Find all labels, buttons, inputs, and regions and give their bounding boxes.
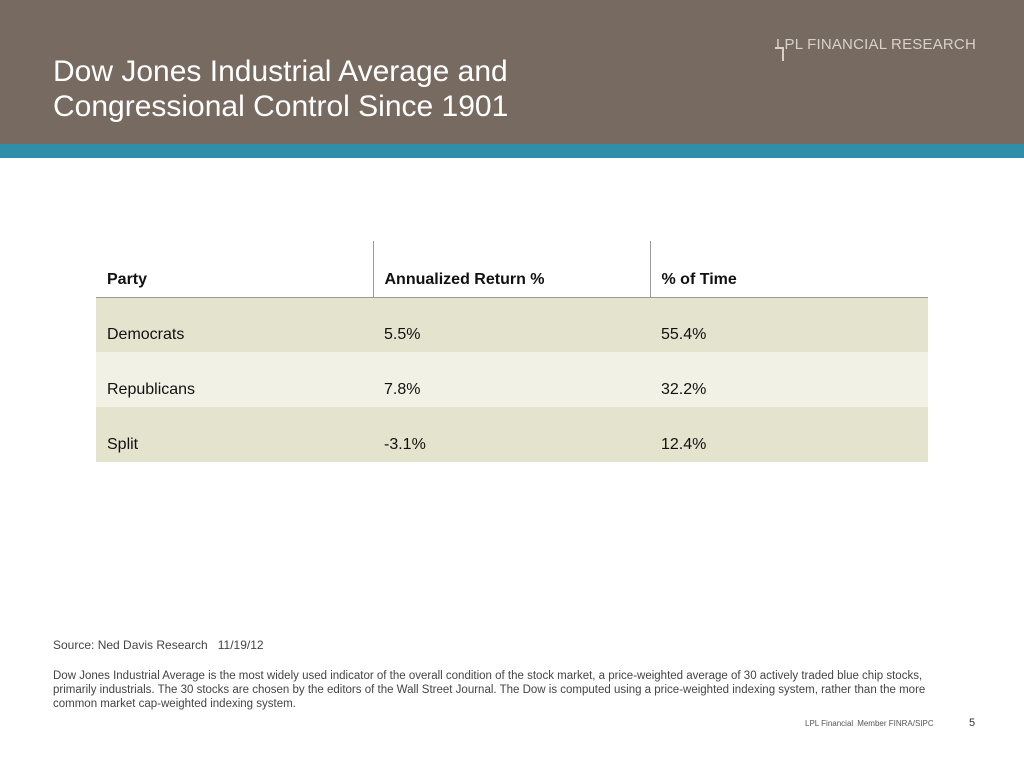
disclaimer-text: Dow Jones Industrial Average is the most… xyxy=(53,670,926,710)
title-line-2: Congressional Control Since 1901 xyxy=(53,90,509,123)
footer-member: Member FINRA/SIPC xyxy=(857,719,934,728)
header-band xyxy=(0,0,1024,144)
column-header-percent-of-time: % of Time xyxy=(649,241,928,298)
time-cell: 12.4% xyxy=(650,407,928,462)
footer-company: LPL Financial xyxy=(805,719,854,728)
return-cell: -3.1% xyxy=(373,407,650,462)
source-note: Source: Ned Davis Research 11/19/12 xyxy=(53,638,264,652)
party-cell: Republicans xyxy=(96,352,373,407)
time-cell: 32.2% xyxy=(650,352,928,407)
column-header-annualized-return: Annualized Return % xyxy=(372,241,650,298)
header-stripe xyxy=(0,144,1024,158)
party-cell: Democrats xyxy=(96,297,373,352)
page-number: 5 xyxy=(969,717,976,729)
page-title: Dow Jones Industrial Average and Congres… xyxy=(53,54,673,124)
return-cell: 7.8% xyxy=(373,352,650,407)
table-row: Republicans 7.8% 32.2% xyxy=(96,352,928,407)
results-table: Party Annualized Return % % of Time Demo… xyxy=(96,241,928,462)
footer-disclosure: LPL Financial Member FINRA/SIPC xyxy=(805,719,934,728)
party-cell: Split xyxy=(96,407,373,462)
time-cell: 55.4% xyxy=(650,297,928,352)
table-row: Democrats 5.5% 55.4% xyxy=(96,297,928,352)
source-label: Source: Ned Davis Research xyxy=(53,638,208,652)
return-cell: 5.5% xyxy=(373,297,650,352)
brand-label: LPL FINANCIAL RESEARCH xyxy=(775,36,976,53)
column-header-party: Party xyxy=(96,241,373,298)
title-line-1: Dow Jones Industrial Average and xyxy=(53,55,508,88)
table-row: Split -3.1% 12.4% xyxy=(96,407,928,462)
table-header-row: Party Annualized Return % % of Time xyxy=(96,241,928,298)
bracket-icon xyxy=(775,47,784,61)
source-date: 11/19/12 xyxy=(217,638,264,652)
